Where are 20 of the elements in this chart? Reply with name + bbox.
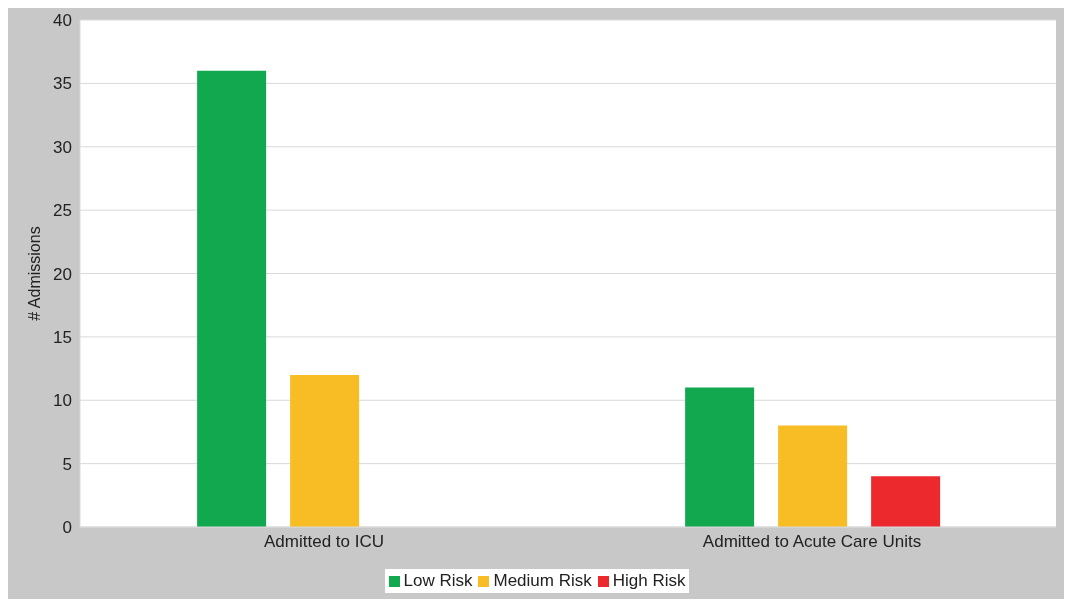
bar (290, 374, 360, 527)
y-tick-label: 15 (53, 327, 72, 347)
y-tick-label: 0 (62, 518, 72, 538)
legend-label: Low Risk (402, 571, 473, 591)
y-tick-label: 40 (53, 11, 72, 31)
y-tick-label: 20 (53, 264, 72, 284)
bar (197, 70, 267, 527)
y-tick-label: 30 (53, 137, 72, 157)
y-tick-label: 25 (53, 201, 72, 221)
y-tick-label: 35 (53, 74, 72, 94)
bar (871, 476, 941, 527)
legend-label: Medium Risk (492, 571, 592, 591)
bar (778, 425, 848, 527)
y-tick-label: 5 (62, 454, 72, 474)
y-axis-title: # Admissions (25, 226, 43, 321)
x-tick-label: Admitted to Acute Care Units (702, 532, 922, 552)
y-tick-label: 10 (53, 391, 72, 411)
x-tick-label: Admitted to ICU (264, 532, 384, 552)
legend-label: High Risk (611, 571, 686, 591)
bar (685, 387, 755, 527)
